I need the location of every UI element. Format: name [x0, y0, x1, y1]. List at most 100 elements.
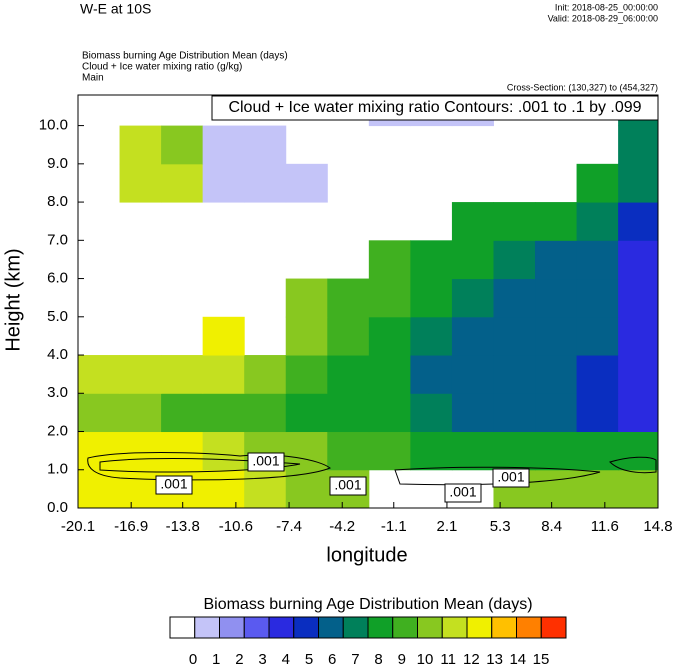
contour-label: .001	[160, 476, 187, 492]
colorbar-label: 9	[398, 651, 406, 667]
cell	[78, 469, 121, 509]
colorbar-box	[342, 616, 369, 639]
colorbar-label: 13	[486, 651, 503, 667]
y-tick-label: 8.0	[47, 193, 68, 210]
y-tick-label: 0.0	[47, 499, 68, 516]
cell	[368, 355, 411, 394]
y-tick-label: 6.0	[47, 270, 68, 287]
cell	[451, 316, 494, 356]
cell	[493, 431, 536, 471]
contour-line	[87, 452, 331, 481]
cell	[576, 240, 619, 280]
cell	[202, 431, 245, 471]
colorbar-box	[243, 616, 270, 639]
cell	[285, 469, 328, 509]
cell	[618, 355, 659, 394]
colorbar-label: 12	[463, 651, 480, 667]
colorbar-box	[169, 616, 196, 639]
cell	[244, 393, 287, 433]
cell	[493, 202, 536, 241]
cell	[202, 469, 245, 509]
cell	[535, 431, 578, 471]
subtitle: Cloud + Ice water mixing ratio (g/kg)	[82, 62, 242, 73]
y-tick-label: 10.0	[39, 117, 68, 134]
cell	[618, 125, 659, 165]
cell	[451, 278, 494, 318]
y-tick-label: 5.0	[47, 308, 68, 325]
cell	[493, 316, 536, 356]
cell	[576, 393, 619, 433]
contour-label-box	[444, 483, 482, 503]
x-tick-label: -4.2	[329, 518, 355, 535]
init-time: Init: 2018-08-25_00:00:00	[555, 2, 658, 12]
cell	[119, 469, 162, 509]
y-tick-label: 2.0	[47, 422, 68, 439]
plot-frame	[77, 94, 659, 509]
cell	[576, 202, 619, 241]
x-tick-label: -10.6	[219, 518, 253, 535]
colorbar-box	[318, 616, 344, 639]
cell	[618, 163, 659, 203]
contour-note: Cloud + Ice water mixing ratio Contours:…	[228, 99, 641, 116]
cell	[285, 355, 328, 394]
cell	[535, 355, 578, 394]
y-tick-label: 9.0	[47, 155, 68, 172]
contour-label: .001	[252, 453, 279, 469]
colorbar-label: 5	[305, 651, 313, 667]
colorbar-box	[516, 616, 542, 639]
cell	[202, 355, 245, 394]
cell	[368, 431, 411, 471]
cell	[535, 469, 578, 509]
colorbar-label: 4	[282, 651, 290, 667]
colorbar-box	[441, 616, 468, 639]
contour-label: .001	[449, 484, 476, 500]
cell	[78, 355, 121, 394]
y-tick-label: 3.0	[47, 384, 68, 401]
colorbar-box	[491, 616, 517, 639]
x-tick-label: -1.1	[381, 518, 407, 535]
colorbar-box	[466, 616, 493, 639]
cell	[410, 431, 453, 471]
cell	[161, 393, 204, 433]
contour-label-box	[155, 475, 193, 495]
cell	[451, 431, 494, 471]
cell	[368, 278, 411, 318]
subtitle: Main	[82, 73, 104, 84]
cell	[119, 431, 162, 471]
x-tick-label: -20.1	[61, 518, 95, 535]
x-tick-label: 2.1	[437, 518, 458, 535]
cross-section: Cross-Section: (130,327) to (454,327)	[507, 82, 658, 92]
x-axis-label: longitude	[326, 544, 407, 566]
cell	[493, 355, 536, 394]
x-tick-label: 14.8	[643, 518, 672, 535]
colorbar-box	[268, 616, 295, 639]
cell	[244, 125, 287, 165]
cell	[202, 125, 245, 165]
colorbar-box	[540, 616, 567, 639]
cell	[493, 240, 536, 280]
cell	[493, 278, 536, 318]
cell	[618, 202, 659, 241]
cell	[327, 278, 370, 318]
cell	[618, 240, 659, 280]
x-tick-label: 5.3	[490, 518, 511, 535]
contour-label: .001	[334, 477, 361, 493]
contour-note-box	[211, 95, 659, 121]
valid-time: Valid: 2018-08-29_06:00:00	[548, 13, 658, 23]
cell	[535, 240, 578, 280]
cell	[202, 316, 245, 356]
cell	[327, 431, 370, 471]
cell	[327, 393, 370, 433]
cell	[535, 202, 578, 241]
colorbar-label: 15	[533, 651, 550, 667]
colorbar-label: 0	[189, 651, 197, 667]
y-axis-label: Height (km)	[2, 248, 24, 351]
cell	[161, 355, 204, 394]
colorbar-box	[392, 616, 418, 639]
x-tick-label: 8.4	[541, 518, 562, 535]
contour-label-box	[329, 476, 367, 496]
cell	[410, 240, 453, 280]
cell	[618, 393, 659, 433]
cell	[576, 355, 619, 394]
cell	[244, 163, 287, 203]
